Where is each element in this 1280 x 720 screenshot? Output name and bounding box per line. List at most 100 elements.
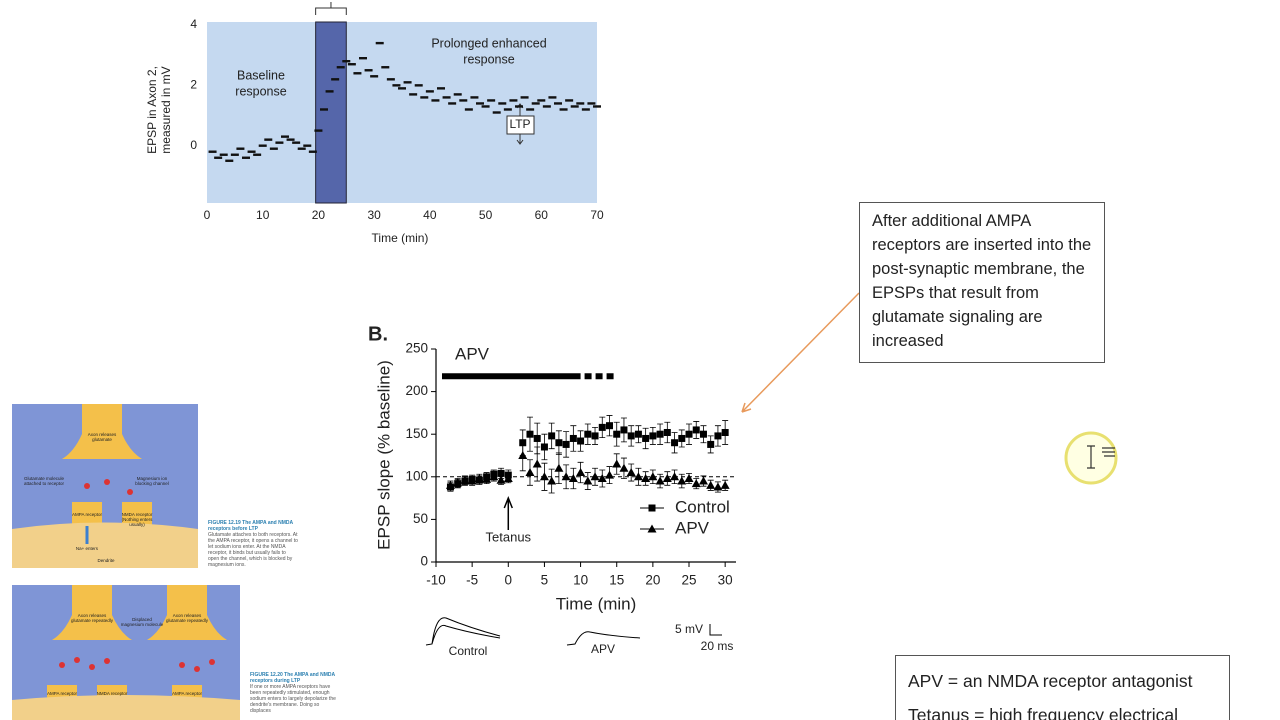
data-marker — [561, 472, 571, 481]
data-dash — [520, 96, 529, 99]
figure-caption: FIGURE 12.19 The AMPA and NMDA receptors… — [208, 520, 298, 568]
data-marker — [699, 430, 707, 438]
data-marker — [460, 475, 470, 484]
tetanus-arrow — [503, 495, 513, 530]
trace — [566, 631, 641, 646]
data-dash — [219, 153, 228, 156]
x-tick-label: 5 — [541, 573, 549, 588]
data-dash — [236, 147, 245, 150]
figure-label: Dendrite — [97, 558, 115, 563]
data-marker — [670, 472, 680, 481]
caption-title: FIGURE 12.20 The AMPA and NMDA receptors… — [250, 672, 335, 684]
data-dash — [537, 99, 546, 102]
x-tick-label: 0 — [204, 208, 211, 222]
scale-label: 5 mV — [675, 622, 703, 636]
data-dash — [437, 87, 445, 90]
figure-label: Axon releases glutamate — [87, 432, 117, 442]
data-marker — [671, 439, 679, 447]
callout-arrow — [741, 292, 860, 413]
y-axis-label: measured in mV — [159, 66, 173, 153]
data-marker — [539, 472, 549, 481]
annotation: response — [235, 84, 286, 98]
data-marker — [489, 472, 499, 481]
data-dash — [509, 99, 518, 102]
x-tick-label: 60 — [535, 208, 549, 222]
caption-title: FIGURE 12.19 The AMPA and NMDA receptors… — [208, 520, 293, 532]
y-tick-label: 250 — [405, 341, 428, 356]
data-dash — [281, 135, 289, 138]
data-marker — [619, 463, 629, 472]
legend-label: Control — [675, 497, 730, 516]
scale-label: 20 ms — [701, 639, 734, 653]
data-dash — [297, 147, 306, 150]
data-marker — [445, 480, 455, 489]
x-tick-label: 70 — [590, 208, 604, 222]
x-tick-label: 10 — [573, 573, 588, 588]
note-text: Tetanus = high frequency electrical — [908, 705, 1178, 720]
data-marker — [605, 422, 613, 430]
data-marker — [554, 463, 564, 472]
data-dash — [448, 102, 457, 105]
plot-background — [207, 22, 597, 203]
trace-label: APV — [591, 642, 615, 656]
drug-label: APV — [455, 344, 490, 363]
data-marker — [720, 480, 730, 489]
data-marker — [583, 476, 593, 485]
data-marker — [663, 428, 671, 436]
data-dash — [247, 150, 256, 153]
y-tick-label: 4 — [190, 17, 197, 31]
data-dash — [242, 156, 250, 159]
data-marker — [714, 432, 722, 440]
x-tick-label: 50 — [479, 208, 493, 222]
data-dash — [286, 138, 295, 141]
figure-drawing — [12, 585, 240, 720]
data-marker — [626, 468, 636, 477]
data-marker — [518, 451, 528, 459]
data-dash — [370, 75, 379, 78]
data-dash — [314, 129, 323, 132]
data-marker — [533, 434, 541, 442]
data-marker — [526, 430, 534, 438]
data-dash — [230, 153, 239, 156]
data-dash — [292, 141, 301, 144]
figure-label: NMDA receptor (Nothing enters usually) — [121, 512, 153, 527]
data-marker — [576, 468, 586, 477]
data-dash — [253, 153, 262, 156]
data-marker — [604, 470, 614, 479]
y-tick-label: 2 — [190, 78, 197, 92]
data-dash — [526, 108, 535, 111]
data-marker — [584, 430, 592, 438]
y-tick-label: 0 — [190, 138, 197, 152]
figure-label: NMDA receptor — [96, 691, 128, 696]
data-marker — [620, 426, 628, 434]
data-dash — [275, 141, 284, 144]
data-marker — [613, 430, 621, 438]
figure-label: AMPA receptor — [72, 512, 102, 517]
data-dash — [214, 156, 223, 159]
data-dash — [476, 102, 484, 105]
annotation: Baseline — [237, 68, 285, 82]
data-marker — [642, 434, 650, 442]
data-marker — [562, 440, 570, 448]
y-tick-label: 100 — [405, 468, 428, 483]
y-tick-label: 150 — [405, 426, 428, 441]
data-marker — [474, 474, 484, 483]
data-dash — [331, 78, 340, 81]
data-dash — [353, 72, 362, 75]
x-tick-label: 30 — [367, 208, 381, 222]
data-dash — [403, 81, 412, 84]
data-marker — [721, 428, 729, 436]
annotation: response — [463, 52, 514, 66]
data-dash — [570, 105, 579, 108]
data-dash — [565, 99, 574, 102]
data-dash — [336, 66, 345, 69]
figure-label: Na+ enters — [75, 546, 99, 551]
figure-label: AMPA receptor — [47, 691, 77, 696]
data-dash — [515, 105, 523, 108]
data-dash — [347, 63, 356, 66]
data-marker — [656, 430, 664, 438]
data-dash — [392, 84, 401, 87]
data-dash — [269, 147, 278, 150]
trace — [425, 617, 501, 646]
x-tick-label: 30 — [718, 573, 733, 588]
